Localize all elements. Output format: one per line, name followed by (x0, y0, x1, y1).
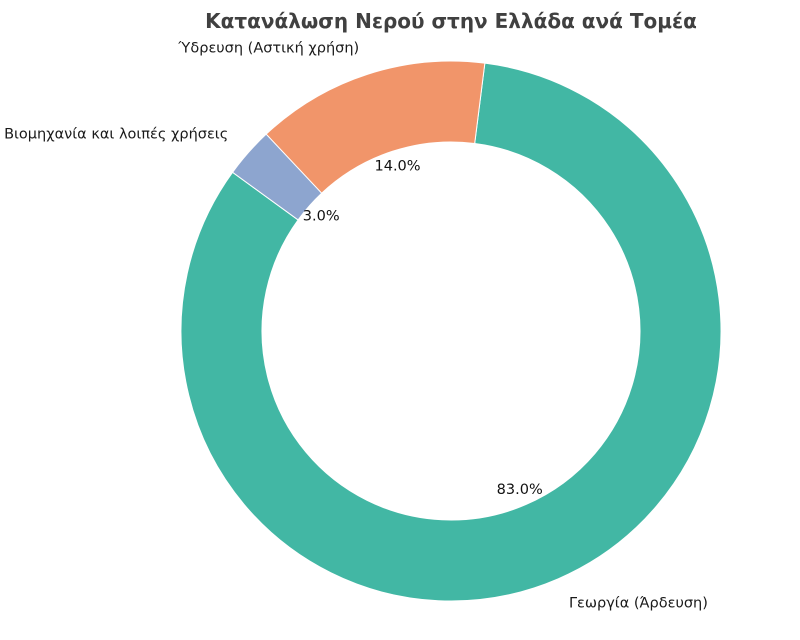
percent-labels-group: 83.0% 14.0% 3.0% (303, 158, 543, 497)
percent-label-2: 14.0% (375, 158, 421, 174)
donut-slice-3 (231, 133, 323, 221)
chart-title: Κατανάλωση Νερού στην Ελλάδα ανά Τομέα (205, 9, 697, 33)
category-label-2: Ύδρευση (Αστική χρήση) (177, 41, 359, 57)
percent-label-1: 83.0% (497, 482, 543, 498)
donut-slice-1 (180, 62, 722, 602)
slices-group (180, 60, 722, 602)
category-label-1: Γεωργία (Άρδευση) (569, 596, 708, 612)
percent-label-3: 3.0% (303, 209, 340, 225)
category-labels-group: Γεωργία (Άρδευση) Ύδρευση (Αστική χρήση) Β… (4, 41, 708, 612)
category-label-3: Βιομηχανία και λοιπές χρήσεις (4, 127, 228, 143)
